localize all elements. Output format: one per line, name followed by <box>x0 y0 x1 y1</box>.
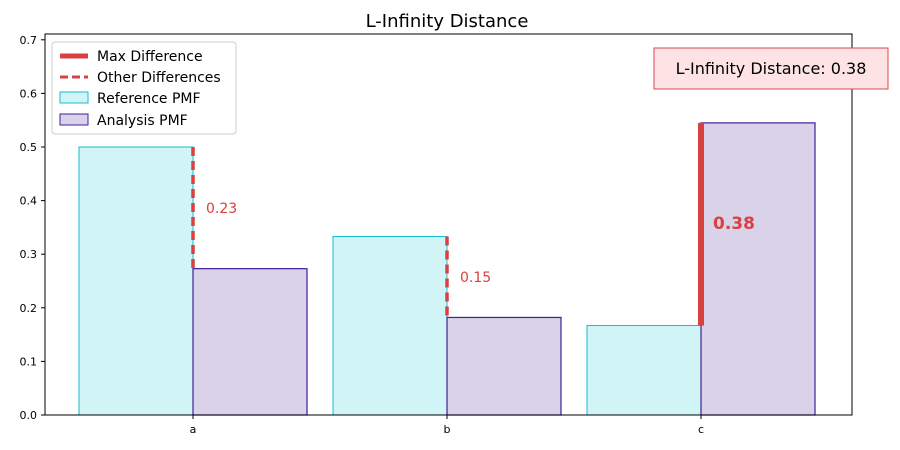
y-tick-label: 0.3 <box>20 248 38 261</box>
y-tick-label: 0.5 <box>20 141 38 154</box>
legend-other-differences-label: Other Differences <box>97 70 221 86</box>
y-tick-label: 0.6 <box>20 87 38 100</box>
reference-bar-c <box>586 324 702 416</box>
y-tick-label: 0.4 <box>20 195 38 208</box>
legend-reference-swatch <box>59 91 89 104</box>
reference-bar-b <box>332 236 448 416</box>
distance-info-box: L-Infinity Distance: 0.38 <box>653 47 889 90</box>
y-tick-label: 0.2 <box>20 302 38 315</box>
analysis-bar-a <box>192 268 308 416</box>
y-axis: 0.0 0.1 0.2 0.3 0.4 0.5 0.6 0.7 <box>20 34 45 422</box>
difference-label-a: 0.23 <box>206 201 237 217</box>
max-difference-label-c: 0.38 <box>713 214 755 234</box>
analysis-bar-c <box>700 122 816 416</box>
chart-title: L-Infinity Distance <box>366 11 529 32</box>
legend-max-difference-label: Max Difference <box>97 49 203 65</box>
analysis-bar-b <box>446 316 562 416</box>
axes-frame <box>44 33 853 416</box>
legend-frame <box>51 41 237 135</box>
y-tick-label: 0.0 <box>20 409 38 422</box>
x-axis: a b c <box>190 415 704 436</box>
y-tick-label: 0.1 <box>20 355 38 368</box>
x-tick-label-c: c <box>698 423 704 436</box>
plot-area: 0.23 0.15 0.38 <box>78 122 816 416</box>
legend-analysis-label: Analysis PMF <box>97 113 188 129</box>
y-tick-label: 0.7 <box>20 34 38 47</box>
difference-label-b: 0.15 <box>460 270 491 286</box>
reference-bar-a <box>78 146 194 416</box>
x-tick-label-b: b <box>444 423 451 436</box>
distance-info-text: L-Infinity Distance: 0.38 <box>676 59 867 78</box>
x-tick-label-a: a <box>190 423 197 436</box>
legend-analysis-swatch <box>59 113 89 126</box>
legend: Max Difference Other Differences Referen… <box>51 41 237 135</box>
legend-reference-label: Reference PMF <box>97 91 201 107</box>
distance-info-frame <box>653 47 889 90</box>
